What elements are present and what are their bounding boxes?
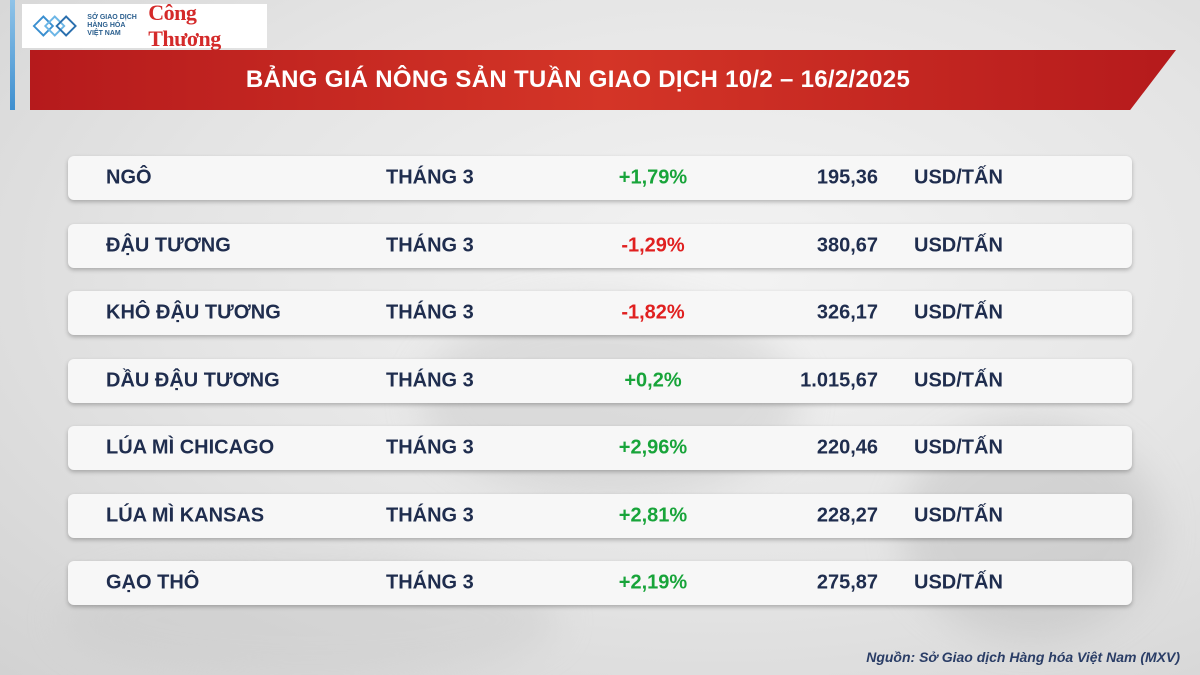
brand-logo: Công Thương — [148, 0, 267, 56]
price-unit: USD/TẤN — [914, 571, 1003, 594]
accent-bar — [10, 0, 15, 110]
price-value: 380,67 — [816, 234, 878, 256]
price-value: 228,27 — [816, 504, 878, 526]
price-unit: USD/TẤN — [914, 234, 1003, 256]
price-unit: USD/TẤN — [914, 436, 1003, 459]
price-value: 326,17 — [816, 301, 878, 324]
commodity-name: LÚA MÌ CHICAGO — [106, 436, 275, 459]
table-row: LÚA MÌ KANSAS THÁNG 3 +2,81% 228,27 USD/… — [68, 493, 1132, 538]
price-unit: USD/TẤN — [914, 301, 1003, 324]
price-change: -1,82% — [621, 301, 685, 324]
contract-month: THÁNG 3 — [386, 436, 474, 459]
commodity-name: NGÔ — [106, 166, 152, 189]
contract-month: THÁNG 3 — [386, 571, 474, 594]
title-banner: BẢNG GIÁ NÔNG SẢN TUẦN GIAO DỊCH 10/2 – … — [30, 50, 1176, 110]
commodity-name: DẦU ĐẬU TƯƠNG — [106, 369, 280, 391]
price-change: -1,29% — [621, 234, 685, 256]
table-row: DẦU ĐẬU TƯƠNG THÁNG 3 +0,2% 1.015,67 USD… — [68, 358, 1132, 403]
table-row: ĐẬU TƯƠNG THÁNG 3 -1,29% 380,67 USD/TẤN — [68, 223, 1132, 268]
price-unit: USD/TẤN — [914, 166, 1003, 189]
table-row: LÚA MÌ CHICAGO THÁNG 3 +2,96% 220,46 USD… — [68, 426, 1132, 470]
contract-month: THÁNG 3 — [386, 234, 474, 256]
page-title: BẢNG GIÁ NÔNG SẢN TUẦN GIAO DỊCH 10/2 – … — [245, 66, 911, 93]
price-table: NGÔ THÁNG 3 +1,79% 195,36 USD/TẤN ĐẬU TƯ… — [68, 156, 1132, 629]
header-logos: SỞ GIAO DỊCH HÀNG HÓA VIỆT NAM Công Thươ… — [22, 0, 267, 56]
price-value: 220,46 — [816, 436, 878, 459]
commodity-name: ĐẬU TƯƠNG — [106, 234, 231, 256]
commodity-name: KHÔ ĐẬU TƯƠNG — [106, 301, 281, 324]
contract-month: THÁNG 3 — [386, 504, 474, 526]
price-change: +0,2% — [624, 369, 682, 391]
table-row: NGÔ THÁNG 3 +1,79% 195,36 USD/TẤN — [68, 156, 1132, 200]
brand-name: Công Thương — [148, 0, 221, 51]
price-unit: USD/TẤN — [914, 369, 1003, 391]
price-change: +1,79% — [618, 166, 688, 189]
table-row: KHÔ ĐẬU TƯƠNG THÁNG 3 -1,82% 326,17 USD/… — [68, 291, 1132, 335]
contract-month: THÁNG 3 — [386, 301, 474, 324]
mxv-logo-icon — [32, 15, 77, 37]
source-note: Nguồn: Sở Giao dịch Hàng hóa Việt Nam (M… — [866, 649, 1180, 665]
price-change: +2,96% — [618, 436, 688, 459]
price-change: +2,19% — [618, 571, 688, 594]
price-unit: USD/TẤN — [914, 504, 1003, 526]
table-row: GẠO THÔ THÁNG 3 +2,19% 275,87 USD/TẤN — [68, 561, 1132, 605]
commodity-name: LÚA MÌ KANSAS — [106, 504, 265, 526]
contract-month: THÁNG 3 — [386, 369, 474, 391]
contract-month: THÁNG 3 — [386, 166, 474, 189]
price-change: +2,81% — [618, 504, 688, 526]
commodity-name: GẠO THÔ — [106, 571, 200, 594]
org-name: SỞ GIAO DỊCH HÀNG HÓA VIỆT NAM — [87, 14, 137, 37]
price-value: 275,87 — [816, 571, 878, 594]
price-value: 195,36 — [816, 166, 878, 189]
price-value: 1.015,67 — [800, 369, 878, 391]
